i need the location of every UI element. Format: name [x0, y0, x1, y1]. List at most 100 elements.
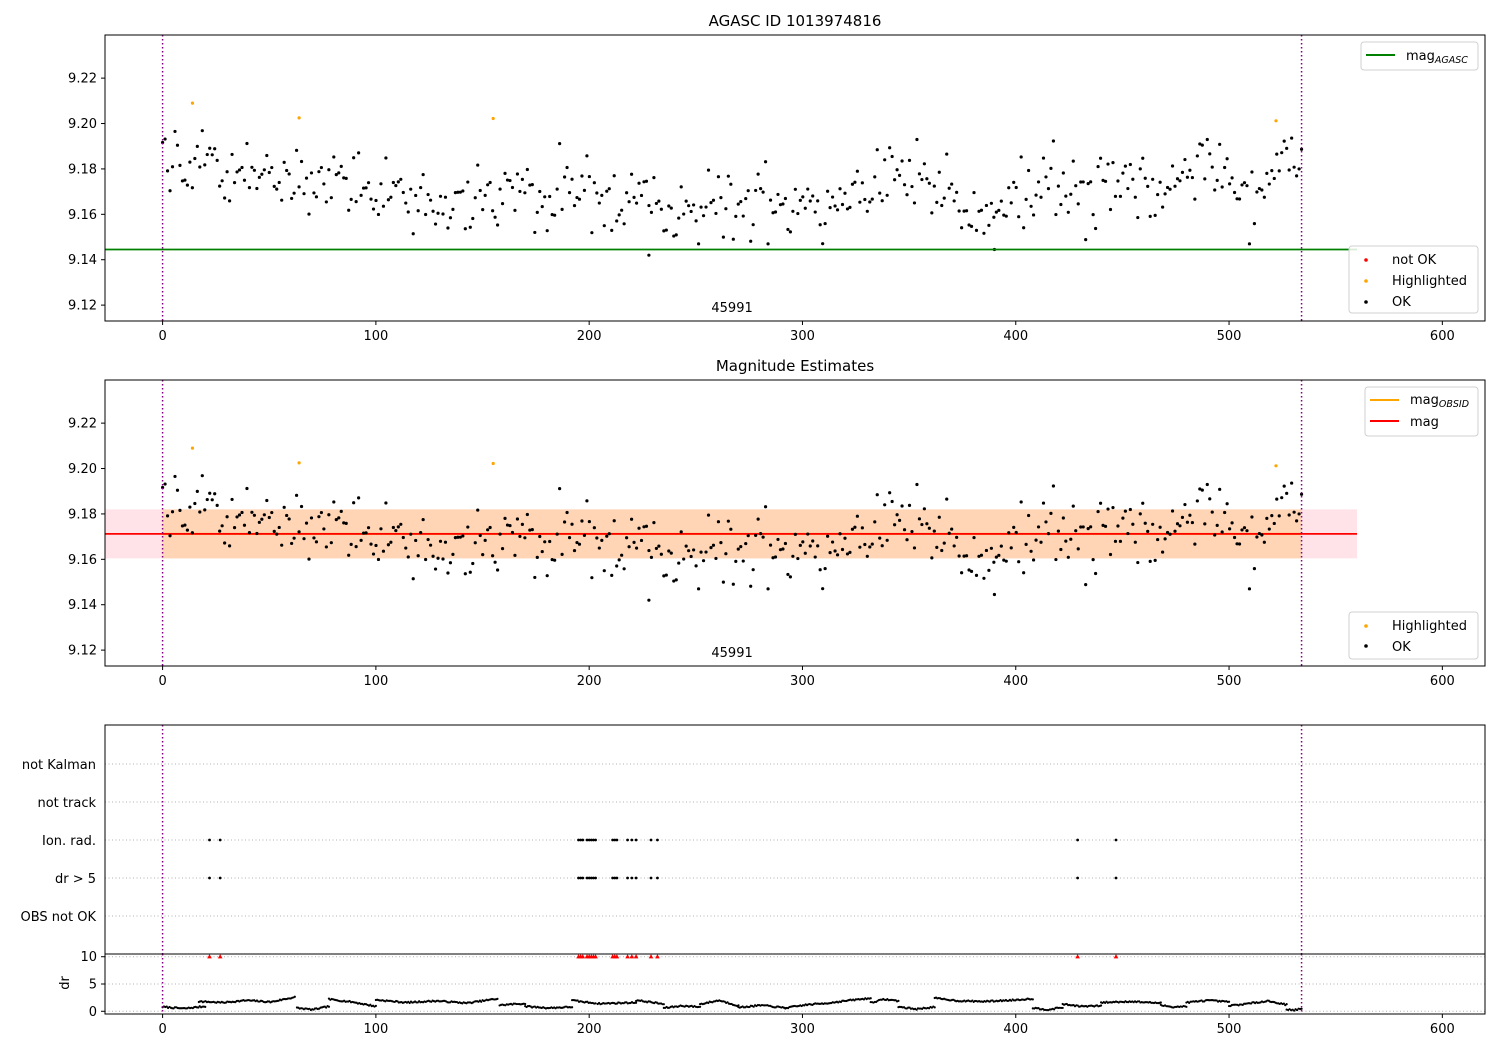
ok-point: [1168, 532, 1172, 536]
ok-point: [354, 545, 358, 549]
ok-point: [845, 207, 850, 211]
ok-point: [1225, 157, 1229, 161]
ok-point: [1287, 168, 1291, 172]
ok-point: [332, 500, 336, 504]
ok-point: [1295, 519, 1299, 523]
ok-point: [1086, 526, 1090, 531]
ok-point: [1275, 152, 1279, 156]
ok-point: [754, 533, 758, 538]
ok-point: [1066, 555, 1070, 559]
ok-point: [572, 548, 577, 553]
ok-point: [811, 194, 815, 198]
ok-point: [1215, 523, 1219, 527]
ok-point: [632, 540, 636, 544]
ok-point: [324, 545, 328, 549]
ok-point: [518, 534, 522, 539]
ok-point: [644, 179, 649, 183]
ok-point: [1094, 571, 1098, 576]
ok-point: [1272, 521, 1276, 526]
dr-point: [897, 999, 900, 1002]
ok-point: [1133, 540, 1137, 544]
flag-point: [634, 876, 638, 880]
ok-point: [922, 162, 926, 166]
ok-point: [808, 544, 812, 548]
y-tick-label: 9.12: [68, 644, 97, 659]
ok-point: [540, 204, 544, 209]
dr-point: [369, 1003, 372, 1006]
ok-point: [205, 497, 209, 502]
ok-point: [1076, 202, 1080, 206]
ok-point: [1106, 162, 1110, 166]
flag-point: [1114, 876, 1118, 880]
ok-point: [1066, 210, 1070, 214]
ok-point: [1031, 213, 1036, 217]
ok-point: [607, 532, 611, 536]
dr-point: [928, 1007, 931, 1010]
x-tick-label: 600: [1430, 1022, 1455, 1037]
dr-point: [737, 1004, 740, 1007]
ok-point: [893, 178, 897, 182]
ok-point: [309, 516, 314, 520]
ok-point: [940, 203, 944, 208]
dr-capped-marker: [629, 954, 635, 959]
ok-point: [180, 179, 185, 183]
ok-point: [878, 191, 882, 195]
ok-point: [751, 223, 755, 227]
ok-point: [793, 187, 797, 191]
ok-point: [1051, 484, 1056, 488]
ok-point: [414, 538, 418, 543]
ok-point: [714, 211, 718, 216]
ok-point: [1004, 214, 1008, 218]
ok-point: [1165, 530, 1170, 535]
dr-point: [576, 999, 579, 1002]
ok-point: [414, 193, 418, 198]
highlighted-point: [491, 461, 495, 466]
flag-point: [611, 876, 615, 880]
ok-point: [389, 195, 393, 199]
ok-point: [419, 530, 423, 535]
ok-point: [371, 207, 376, 211]
legend-highlighted-marker: [1364, 279, 1368, 283]
ok-point: [1237, 197, 1242, 201]
ok-point: [977, 554, 981, 558]
ok-point: [282, 160, 286, 164]
ok-point: [188, 505, 192, 509]
ok-point: [721, 235, 725, 239]
ok-point: [406, 210, 410, 214]
ok-point: [411, 232, 415, 236]
ok-point: [366, 526, 371, 530]
ok-point: [1096, 164, 1100, 169]
ok-point: [265, 153, 269, 158]
ok-point: [1079, 180, 1083, 184]
flag-point: [1076, 876, 1080, 880]
ok-point: [240, 510, 244, 515]
legend-ok-label: OK: [1392, 295, 1411, 310]
ok-point: [1036, 525, 1041, 529]
ok-point: [577, 542, 582, 546]
ok-point: [334, 518, 338, 522]
dr-capped-marker: [633, 954, 639, 959]
ok-point: [843, 191, 847, 195]
ok-point: [744, 196, 748, 201]
highlighted-point: [190, 101, 195, 105]
ok-point: [759, 532, 763, 536]
ok-point: [964, 554, 969, 558]
ok-point: [381, 549, 386, 553]
y-tick-label: 9.22: [68, 417, 97, 432]
ok-point: [905, 538, 909, 542]
ok-point: [659, 552, 663, 556]
ok-point: [424, 212, 428, 217]
legend-ok-marker: [1364, 300, 1368, 304]
ok-point: [327, 513, 331, 517]
ok-point: [180, 524, 185, 528]
x-tick-label: 200: [577, 1022, 602, 1037]
ok-point: [1158, 180, 1162, 184]
ok-point: [339, 509, 343, 513]
ok-point: [1151, 177, 1155, 181]
ok-point: [218, 529, 222, 533]
ok-point: [280, 543, 284, 547]
ok-point: [575, 195, 579, 200]
flag-point: [587, 876, 591, 880]
ok-point: [183, 178, 187, 182]
ok-point: [389, 540, 393, 544]
